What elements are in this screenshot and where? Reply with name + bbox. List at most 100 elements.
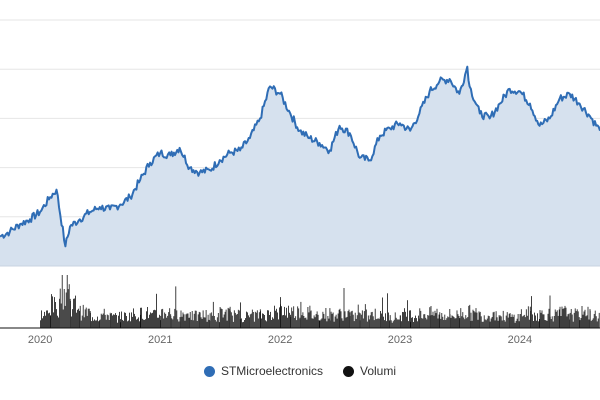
- volume-bar: [416, 318, 417, 328]
- volume-bar: [501, 320, 503, 328]
- legend-volume-label: Volumi: [360, 364, 397, 378]
- volume-bar: [282, 315, 283, 328]
- volume-bar: [564, 305, 566, 328]
- volume-bar: [280, 304, 281, 328]
- volume-bar: [317, 314, 319, 328]
- volume-bar: [336, 318, 338, 328]
- volume-bar: [570, 309, 572, 328]
- volume-bar: [97, 316, 98, 328]
- volume-bar: [120, 319, 121, 328]
- volume-bar: [439, 312, 441, 328]
- volume-bar: [454, 318, 456, 328]
- volume-bar: [171, 318, 173, 328]
- volume-bar: [268, 310, 269, 328]
- volume-bar: [591, 319, 593, 328]
- volume-bar: [467, 317, 469, 328]
- volume-bar: [128, 320, 129, 328]
- volume-bar: [67, 289, 69, 328]
- volume-bar: [101, 314, 103, 328]
- volume-bar: [187, 313, 189, 328]
- volume-bar: [597, 318, 599, 328]
- volume-bar: [426, 319, 428, 328]
- volume-bar: [513, 314, 515, 328]
- volume-bar: [408, 321, 409, 328]
- volume-bar: [404, 308, 405, 328]
- volume-bar: [361, 310, 363, 328]
- volume-bar: [493, 311, 495, 328]
- volume-bar: [382, 297, 383, 328]
- volume-bar: [163, 318, 165, 328]
- volume-bar: [119, 311, 120, 328]
- volume-bar: [62, 309, 64, 328]
- volume-bar: [473, 311, 475, 328]
- volume-bar: [517, 314, 519, 328]
- volume-bar: [421, 318, 423, 328]
- volume-bar: [195, 310, 197, 328]
- volume-bar: [100, 313, 102, 328]
- volume-bar: [499, 315, 501, 328]
- legend-item-volume[interactable]: Volumi: [343, 364, 396, 378]
- volume-bar: [532, 314, 533, 328]
- volume-bar: [323, 313, 325, 328]
- volume-bar: [490, 318, 492, 328]
- volume-bar: [466, 318, 468, 328]
- volume-bar: [438, 314, 440, 328]
- volume-bar: [557, 315, 559, 328]
- volume-bar: [63, 289, 65, 328]
- volume-bar: [50, 315, 51, 328]
- volume-bar: [270, 311, 271, 328]
- volume-bar: [522, 315, 524, 328]
- volume-bar: [590, 320, 592, 328]
- volume-bar: [405, 311, 406, 328]
- volume-bar: [453, 317, 455, 328]
- volume-bar: [269, 315, 270, 328]
- volume-bar: [574, 308, 576, 328]
- volume-bar: [288, 305, 289, 328]
- volume-bar: [168, 312, 170, 328]
- volume-bar: [465, 315, 467, 328]
- legend-volume-marker: [343, 365, 354, 377]
- volume-bar: [60, 303, 62, 328]
- volume-bar: [326, 321, 328, 328]
- volume-bar: [363, 311, 365, 328]
- volume-bar: [46, 310, 47, 328]
- volume-bar: [132, 316, 133, 328]
- volume-bar: [452, 316, 454, 328]
- volume-bar: [595, 316, 597, 328]
- volume-bar: [252, 312, 254, 328]
- volume-bar: [437, 318, 439, 328]
- volume-bar: [321, 318, 323, 328]
- volume-bar: [243, 321, 244, 328]
- volume-bar: [156, 293, 157, 328]
- volume-bar: [349, 316, 351, 328]
- volume-bar: [99, 320, 100, 328]
- volume-bar: [549, 295, 551, 328]
- volume-bar: [305, 317, 307, 328]
- volume-bar: [479, 311, 481, 328]
- volume-bar: [285, 315, 286, 328]
- volume-bar: [255, 312, 257, 328]
- volume-bar: [262, 313, 263, 328]
- volume-bar: [94, 319, 95, 328]
- volume-bar: [65, 292, 67, 328]
- volume-bar: [345, 317, 347, 328]
- volume-bar: [547, 313, 549, 328]
- volume-bar: [523, 314, 525, 328]
- volume-bar: [444, 314, 446, 328]
- volume-bar: [413, 322, 414, 328]
- volume-bar: [518, 321, 520, 328]
- volume-bar: [266, 321, 267, 328]
- volume-bar: [292, 311, 294, 328]
- volume-bar: [485, 320, 487, 328]
- volume-bar: [581, 306, 583, 328]
- volume-bar: [585, 316, 587, 328]
- volume-bar: [179, 317, 181, 328]
- volume-bar: [147, 307, 148, 328]
- volume-bar: [76, 312, 77, 328]
- volume-bar: [233, 310, 235, 328]
- volume-bar: [157, 317, 158, 328]
- legend-item-price[interactable]: STMicroelectronics: [203, 364, 323, 378]
- volume-bar: [543, 314, 545, 328]
- volume-bar: [572, 321, 574, 328]
- volume-bar: [44, 311, 45, 328]
